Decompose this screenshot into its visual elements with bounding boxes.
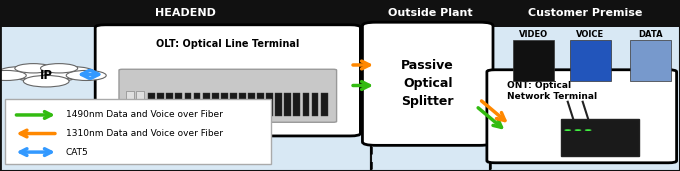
Circle shape	[575, 129, 581, 131]
Text: CAT5: CAT5	[66, 148, 88, 157]
Text: Customer Premise: Customer Premise	[528, 8, 642, 18]
Bar	[148, 93, 155, 116]
Bar	[230, 93, 237, 116]
Bar	[371, 0, 490, 27]
FancyBboxPatch shape	[95, 25, 360, 136]
FancyArrowPatch shape	[481, 101, 505, 121]
Text: DATA: DATA	[639, 30, 663, 39]
Circle shape	[41, 64, 78, 73]
Text: VIDEO: VIDEO	[520, 30, 548, 39]
Circle shape	[23, 75, 69, 87]
Bar	[267, 93, 273, 116]
Text: Passive
Optical
Splitter: Passive Optical Splitter	[401, 59, 454, 108]
Bar	[371, 0, 490, 171]
Bar	[167, 93, 173, 116]
Bar	[157, 93, 164, 116]
Bar	[513, 40, 554, 81]
Circle shape	[14, 66, 79, 83]
Bar	[136, 91, 144, 106]
Bar	[239, 93, 246, 116]
FancyBboxPatch shape	[362, 22, 493, 145]
Bar	[284, 93, 291, 116]
Bar	[0, 0, 371, 171]
Bar	[257, 93, 264, 116]
FancyArrowPatch shape	[478, 108, 501, 127]
FancyArrowPatch shape	[16, 112, 51, 118]
Bar	[294, 93, 301, 116]
Circle shape	[66, 70, 106, 81]
Bar	[211, 93, 218, 116]
Bar	[203, 93, 209, 116]
Bar	[321, 93, 328, 116]
Text: VOICE: VOICE	[576, 30, 605, 39]
Bar	[630, 40, 671, 81]
Text: Outside Plant: Outside Plant	[388, 8, 473, 18]
Circle shape	[15, 64, 52, 73]
Bar	[275, 93, 282, 116]
Bar	[248, 93, 255, 116]
FancyBboxPatch shape	[487, 70, 677, 163]
Bar	[0, 0, 371, 27]
Bar	[184, 93, 191, 116]
FancyArrowPatch shape	[353, 61, 369, 69]
Circle shape	[585, 129, 592, 131]
FancyBboxPatch shape	[119, 69, 337, 122]
Bar	[303, 93, 309, 116]
FancyArrowPatch shape	[20, 149, 51, 155]
Bar	[561, 119, 639, 156]
Bar	[5, 99, 271, 164]
Text: ONT: Optical
Network Terminal: ONT: Optical Network Terminal	[507, 81, 598, 101]
Bar	[570, 40, 611, 81]
Bar	[311, 93, 318, 116]
Circle shape	[0, 70, 27, 81]
Circle shape	[46, 67, 95, 79]
Bar	[175, 93, 182, 116]
Bar	[194, 93, 201, 116]
Bar	[490, 0, 680, 171]
Text: HEADEND: HEADEND	[155, 8, 216, 18]
Text: IP: IP	[39, 69, 53, 82]
Text: 1490nm Data and Voice over Fiber: 1490nm Data and Voice over Fiber	[66, 110, 223, 120]
Circle shape	[0, 67, 46, 79]
FancyArrowPatch shape	[353, 82, 369, 89]
Bar	[221, 93, 228, 116]
Circle shape	[564, 129, 571, 131]
FancyArrowPatch shape	[82, 70, 99, 78]
FancyArrowPatch shape	[20, 130, 55, 137]
Bar	[126, 91, 134, 106]
Text: OLT: Optical Line Terminal: OLT: Optical Line Terminal	[156, 39, 299, 49]
Bar	[490, 0, 680, 27]
Text: 1310nm Data and Voice over Fiber: 1310nm Data and Voice over Fiber	[66, 129, 223, 138]
